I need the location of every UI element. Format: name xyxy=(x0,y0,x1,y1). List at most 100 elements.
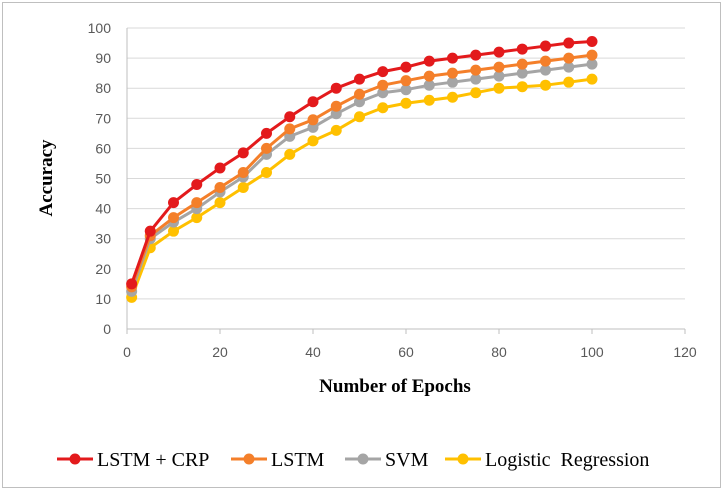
data-point xyxy=(354,96,365,108)
data-point xyxy=(423,79,435,91)
x-tick-label: 60 xyxy=(398,344,414,360)
data-point xyxy=(214,182,226,194)
data-point xyxy=(540,55,551,67)
data-point xyxy=(493,82,505,94)
data-point xyxy=(470,49,482,61)
data-point xyxy=(516,81,528,93)
y-tick-label: 40 xyxy=(95,201,111,217)
legend-marker xyxy=(243,453,255,465)
data-point xyxy=(191,197,203,209)
data-point xyxy=(377,102,389,114)
data-point xyxy=(586,36,598,48)
data-point xyxy=(307,135,319,147)
legend-label: Logistic Regression xyxy=(485,449,649,471)
legend-marker xyxy=(457,453,469,465)
data-point xyxy=(330,100,342,112)
y-tick-label: 70 xyxy=(95,110,111,126)
y-tick-label: 20 xyxy=(95,261,111,277)
data-point xyxy=(470,73,482,85)
data-point xyxy=(423,94,435,106)
series-1 xyxy=(126,36,598,290)
x-tick-labels: 0 20 40 60 80 100 120 xyxy=(123,344,697,360)
legend-label: LSTM xyxy=(271,449,325,471)
data-point xyxy=(307,121,319,133)
data-point xyxy=(470,87,482,99)
data-point xyxy=(586,49,598,61)
data-point xyxy=(447,52,458,64)
series-2 xyxy=(126,49,598,293)
x-axis-title: Number of Epochs xyxy=(319,376,471,397)
chart-frame xyxy=(2,2,721,488)
data-point xyxy=(307,96,319,108)
legend-item: LSTM + CRP xyxy=(57,449,209,471)
series-4 xyxy=(126,73,598,303)
legend-label: SVM xyxy=(385,449,429,471)
data-point xyxy=(330,124,342,136)
y-tick-label: 90 xyxy=(95,50,111,66)
data-point xyxy=(516,58,528,70)
legend-label: LSTM + CRP xyxy=(97,449,209,471)
data-point xyxy=(423,55,435,67)
y-tick-label: 80 xyxy=(95,80,111,96)
data-point xyxy=(126,278,138,290)
data-point xyxy=(423,70,435,82)
data-point xyxy=(144,225,156,237)
x-tick-label: 120 xyxy=(673,344,697,360)
data-point xyxy=(563,61,575,73)
y-tick-label: 50 xyxy=(95,171,111,187)
data-point xyxy=(214,162,226,174)
legend-item: LSTM xyxy=(231,449,325,471)
data-point xyxy=(168,212,179,224)
legend-item: Logistic Regression xyxy=(445,449,649,471)
data-point xyxy=(586,58,598,70)
data-point xyxy=(261,142,272,154)
x-tick-label: 0 xyxy=(123,344,131,360)
y-axis-title: Accuracy xyxy=(36,139,57,217)
data-point xyxy=(377,66,389,78)
data-point xyxy=(307,114,319,126)
legend: LSTM + CRP LSTM SVM Logistic Regression xyxy=(57,449,649,471)
data-point xyxy=(400,84,412,96)
data-point xyxy=(516,67,528,79)
data-point xyxy=(540,64,551,76)
legend-item: SVM xyxy=(345,449,429,471)
data-point xyxy=(493,61,505,73)
x-tick-label: 80 xyxy=(491,344,507,360)
legend-marker xyxy=(69,453,81,465)
data-point xyxy=(168,225,179,237)
data-point xyxy=(493,46,505,58)
data-point xyxy=(563,37,575,49)
data-point xyxy=(284,111,296,123)
data-point xyxy=(191,179,203,191)
x-tick-label: 100 xyxy=(580,344,604,360)
data-point xyxy=(261,127,272,139)
y-tick-labels: 0 10 20 30 40 50 60 70 80 90 100 xyxy=(88,20,112,337)
data-point xyxy=(168,197,179,209)
y-tick-label: 0 xyxy=(103,321,111,337)
y-tick-label: 60 xyxy=(95,140,111,156)
y-tick-label: 100 xyxy=(88,20,112,36)
data-point xyxy=(284,130,296,142)
legend-marker xyxy=(357,453,369,465)
data-point xyxy=(447,67,458,79)
data-point xyxy=(330,82,342,94)
data-point xyxy=(284,123,296,135)
data-point xyxy=(237,166,249,178)
data-point xyxy=(493,70,505,82)
data-point xyxy=(400,97,412,109)
data-point xyxy=(563,76,575,88)
data-point xyxy=(191,212,203,224)
data-point xyxy=(354,88,365,100)
axes xyxy=(126,28,686,334)
data-point xyxy=(400,75,412,87)
data-point xyxy=(400,61,412,73)
data-point xyxy=(516,43,528,55)
data-point xyxy=(377,87,389,99)
x-tick-label: 20 xyxy=(212,344,228,360)
data-point xyxy=(540,79,551,91)
y-tick-label: 30 xyxy=(95,231,111,247)
y-tick-label: 10 xyxy=(95,291,111,307)
data-point xyxy=(261,166,272,178)
data-point xyxy=(377,79,389,91)
